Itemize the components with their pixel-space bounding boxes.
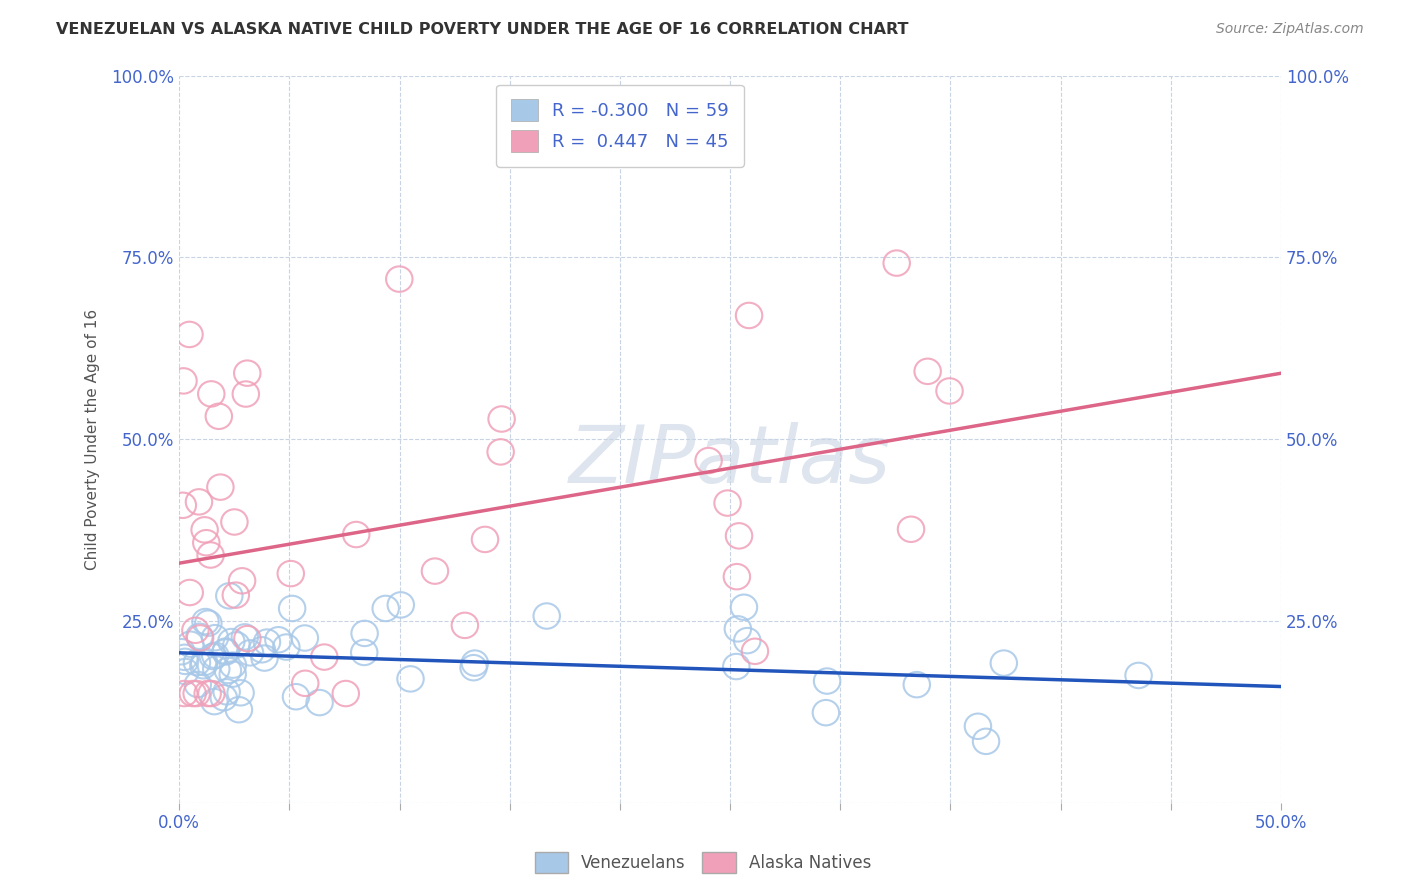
Text: Source: ZipAtlas.com: Source: ZipAtlas.com (1216, 22, 1364, 37)
Text: ZIPatlas: ZIPatlas (569, 422, 891, 500)
Legend: Venezuelans, Alaska Natives: Venezuelans, Alaska Natives (527, 846, 879, 880)
Text: VENEZUELAN VS ALASKA NATIVE CHILD POVERTY UNDER THE AGE OF 16 CORRELATION CHART: VENEZUELAN VS ALASKA NATIVE CHILD POVERT… (56, 22, 908, 37)
Legend: R = -0.300   N = 59, R =  0.447   N = 45: R = -0.300 N = 59, R = 0.447 N = 45 (496, 85, 744, 167)
Y-axis label: Child Poverty Under the Age of 16: Child Poverty Under the Age of 16 (86, 309, 100, 570)
